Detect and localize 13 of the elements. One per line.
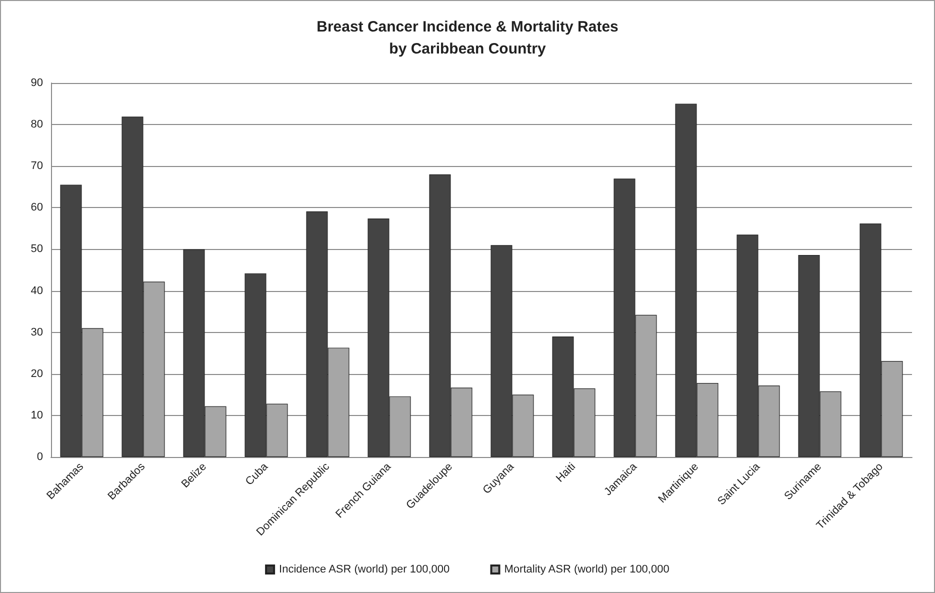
y-tick-label: 80 bbox=[30, 118, 43, 131]
legend-label: Incidence ASR (world) per 100,000 bbox=[279, 564, 450, 576]
y-tick-label: 20 bbox=[30, 368, 43, 380]
y-tick-label: 70 bbox=[30, 160, 43, 172]
y-tick-label: 0 bbox=[36, 451, 43, 463]
y-tick-label: 30 bbox=[30, 326, 43, 338]
y-tick-label: 50 bbox=[30, 243, 43, 256]
y-tick-label: 60 bbox=[30, 202, 43, 214]
legend-label: Mortality ASR (world) per 100,000 bbox=[504, 564, 670, 576]
y-tick-label: 40 bbox=[30, 284, 43, 297]
chart-title: Breast Cancer Incidence & Mortality Rates by Caribbean Country bbox=[316, 18, 618, 58]
y-tick-label: 10 bbox=[30, 409, 43, 422]
y-tick-label: 90 bbox=[30, 77, 43, 89]
